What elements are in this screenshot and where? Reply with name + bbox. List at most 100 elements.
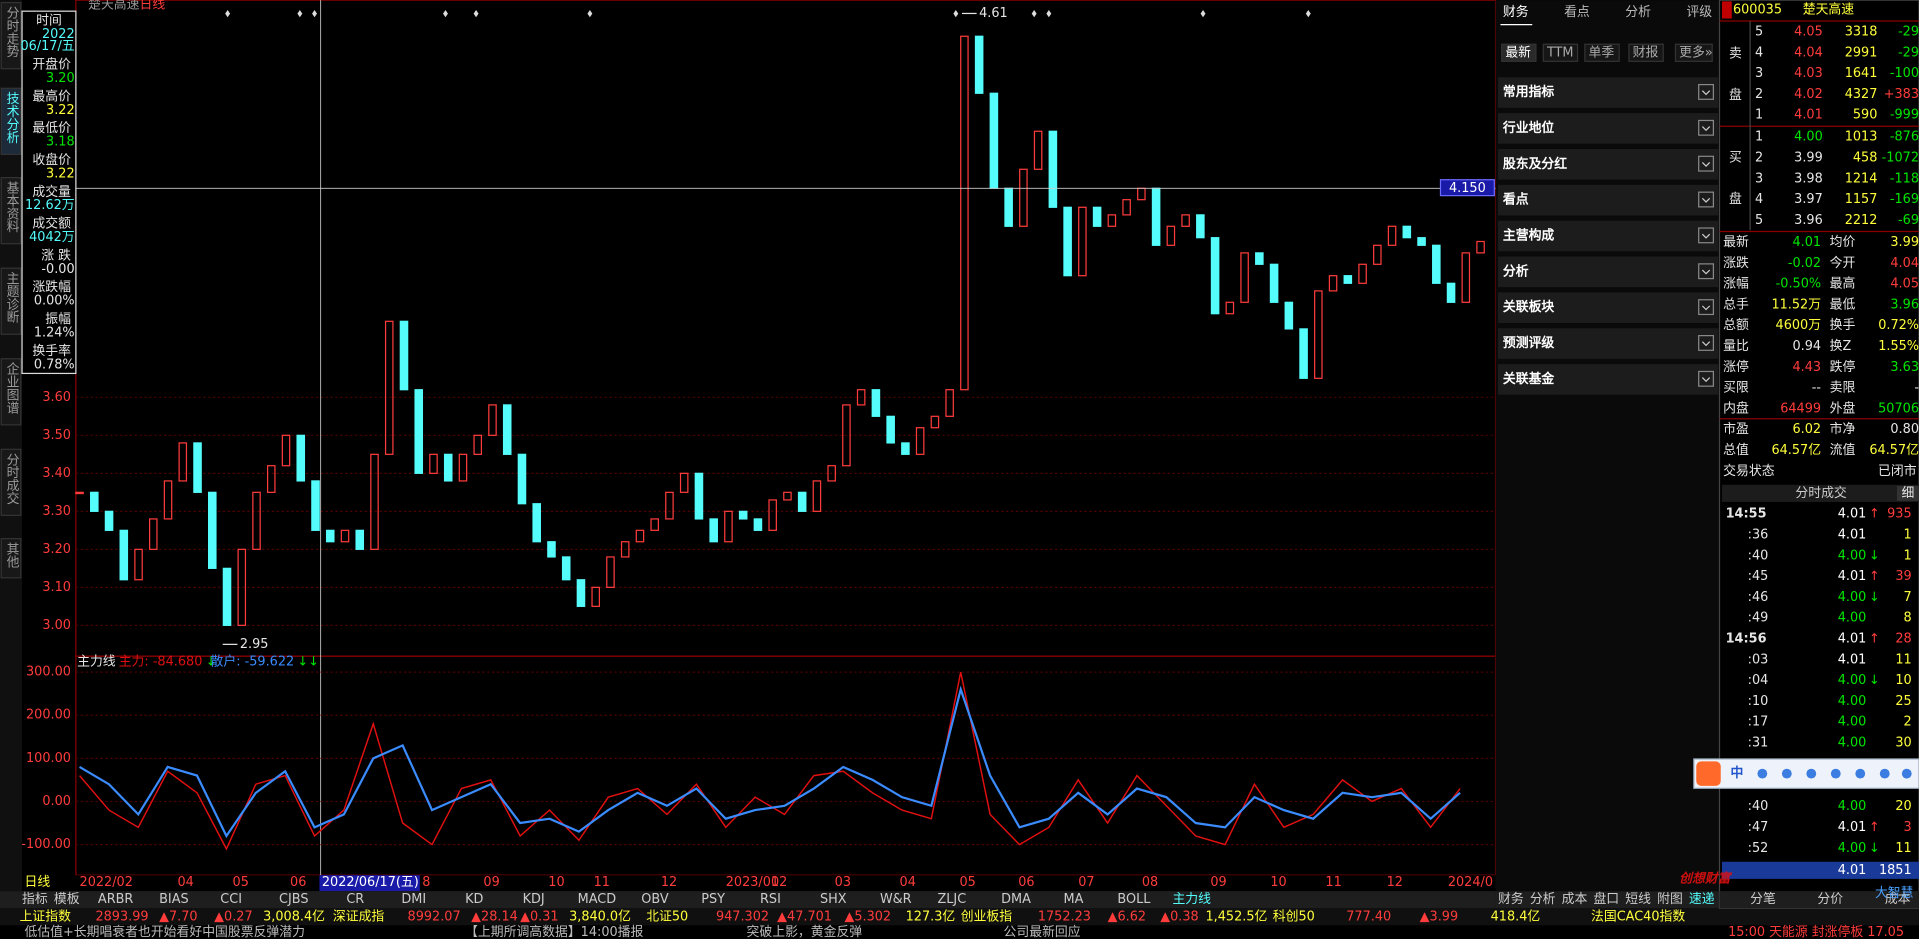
side-tab[interactable]: 技术分析 — [4, 92, 19, 144]
side-tab[interactable]: 基本资料 — [4, 181, 19, 233]
section-toggle — [1698, 191, 1715, 208]
ticker-item: 8992.07 — [408, 909, 461, 924]
book-price: 4.05 — [1794, 24, 1823, 39]
f10-tab[interactable]: 分析 — [1625, 5, 1651, 20]
f10-button[interactable]: 最新 — [1505, 44, 1531, 60]
f10-button[interactable]: 单季 — [1589, 45, 1615, 60]
panel-tab[interactable]: 分析 — [1530, 892, 1556, 907]
indicator-tab[interactable]: 模板 — [54, 892, 80, 907]
date-label: 11 — [1325, 875, 1341, 890]
indicator-tab[interactable]: CCI — [220, 892, 242, 907]
indicator-tab[interactable]: CJBS — [279, 892, 309, 907]
section-title[interactable]: 行业地位 — [1502, 120, 1555, 136]
indicator-tab[interactable]: ARBR — [98, 892, 134, 907]
f10-tab[interactable]: 财务 — [1503, 4, 1529, 20]
indicator-tab[interactable]: ZLJC — [937, 892, 966, 907]
candle — [679, 472, 689, 493]
tick-time: :10 — [1748, 694, 1769, 709]
tick-time: :40 — [1748, 548, 1769, 563]
ticker-item: ▲6.62 — [1108, 909, 1146, 924]
panel-tab[interactable]: 附图 — [1657, 892, 1683, 907]
indicator-tab[interactable]: KD — [465, 892, 483, 907]
stat-value: - — [1914, 381, 1919, 396]
candle — [1092, 206, 1102, 227]
indicator-tab[interactable]: MACD — [578, 892, 617, 907]
candle — [694, 472, 704, 520]
f10-button[interactable]: 财报 — [1633, 45, 1659, 60]
candle — [193, 442, 202, 493]
book-volume: 4327 — [1845, 87, 1878, 102]
side-tab[interactable]: 企业图谱 — [4, 362, 19, 415]
candle — [1461, 252, 1471, 303]
candle — [974, 35, 984, 94]
candle — [812, 480, 822, 512]
candle — [311, 480, 320, 531]
f10-button[interactable]: 更多» — [1679, 45, 1713, 60]
ticks-mode[interactable]: 细 — [1902, 486, 1915, 501]
candle — [856, 389, 866, 406]
indicator-tab[interactable]: SHX — [820, 892, 847, 907]
panel-tab[interactable]: 速递 — [1689, 892, 1715, 907]
quote-tab[interactable]: 分笔 — [1750, 891, 1776, 907]
f10-button-bg — [1628, 43, 1664, 62]
indicator-tab[interactable]: W&R — [880, 892, 912, 907]
indicator-tab[interactable]: RSI — [760, 892, 781, 907]
f10-tab[interactable]: 看点 — [1564, 4, 1590, 20]
panel-tab[interactable]: 短线 — [1625, 892, 1651, 907]
stat-value: 64499 — [1780, 401, 1821, 416]
stat-value: 50706 — [1878, 401, 1919, 416]
section-title[interactable]: 关联板块 — [1503, 299, 1555, 315]
date-label: 07 — [1078, 875, 1094, 890]
panel-tab[interactable]: 盘口 — [1593, 891, 1619, 907]
side-tab[interactable]: 其他 — [4, 542, 19, 569]
indicator-tab[interactable]: BOLL — [1117, 892, 1151, 907]
tick-time: :46 — [1748, 590, 1769, 605]
candle — [237, 548, 247, 626]
candle — [1476, 240, 1485, 254]
quote-tab[interactable]: 成本 — [1885, 892, 1911, 907]
stat-label: 外盘 — [1830, 400, 1856, 416]
indicator-tab[interactable]: CR — [346, 892, 364, 907]
quote-tab[interactable]: 分价 — [1817, 892, 1843, 907]
stat-label: 流值 — [1830, 442, 1856, 458]
tick-time: 14:56 — [1726, 632, 1767, 647]
ticker-item: 3,840.0亿 — [569, 909, 631, 924]
section-toggle — [1698, 334, 1715, 351]
side-tab[interactable]: 分时成交 — [4, 453, 19, 505]
panel-tab[interactable]: 成本 — [1562, 892, 1588, 907]
section-title[interactable]: 主营构成 — [1503, 227, 1555, 243]
side-tab[interactable]: 分时走势 — [4, 6, 19, 59]
section-title[interactable]: 股东及分红 — [1503, 156, 1567, 172]
section-title[interactable]: 常用指标 — [1503, 84, 1555, 100]
stat-value: 0.80 — [1890, 422, 1919, 437]
ticker-item: 777.40 — [1346, 909, 1391, 924]
candle — [1299, 328, 1308, 379]
section-title[interactable]: 分析 — [1503, 263, 1529, 279]
indicator-tab[interactable]: BIAS — [159, 892, 189, 907]
indicator-tab[interactable]: PSY — [701, 892, 725, 907]
candle — [1446, 282, 1456, 303]
section-title[interactable]: 看点 — [1503, 192, 1529, 208]
section-title[interactable]: 关联基金 — [1503, 371, 1555, 387]
indicator-tab[interactable]: OBV — [641, 892, 669, 907]
chevron — [1701, 126, 1711, 132]
candle — [1373, 244, 1382, 265]
candle — [635, 529, 645, 543]
tick-price: 4.00 — [1838, 611, 1867, 626]
indicator-tab[interactable]: DMA — [1001, 892, 1031, 907]
section-title[interactable]: 预测评级 — [1503, 335, 1555, 351]
side-tab[interactable]: 主题诊断 — [4, 272, 19, 325]
stat-label: 总额 — [1723, 318, 1749, 333]
indicator-tab[interactable]: 指标 — [22, 892, 48, 907]
indicator-tab[interactable]: DMI — [401, 892, 426, 907]
panel-tab[interactable]: 财务 — [1498, 891, 1524, 907]
chevron — [1701, 377, 1711, 383]
indicator-tab[interactable]: 主力线 — [1172, 892, 1211, 907]
candle — [266, 465, 276, 493]
indicator-tab[interactable]: MA — [1064, 892, 1084, 907]
f10-tab[interactable]: 评级 — [1686, 5, 1712, 20]
indicator-tab[interactable]: KDJ — [523, 892, 545, 907]
f10-button[interactable]: TTM — [1546, 45, 1574, 60]
tab-bg — [0, 87, 22, 155]
stat-value: -0.50% — [1776, 277, 1821, 292]
